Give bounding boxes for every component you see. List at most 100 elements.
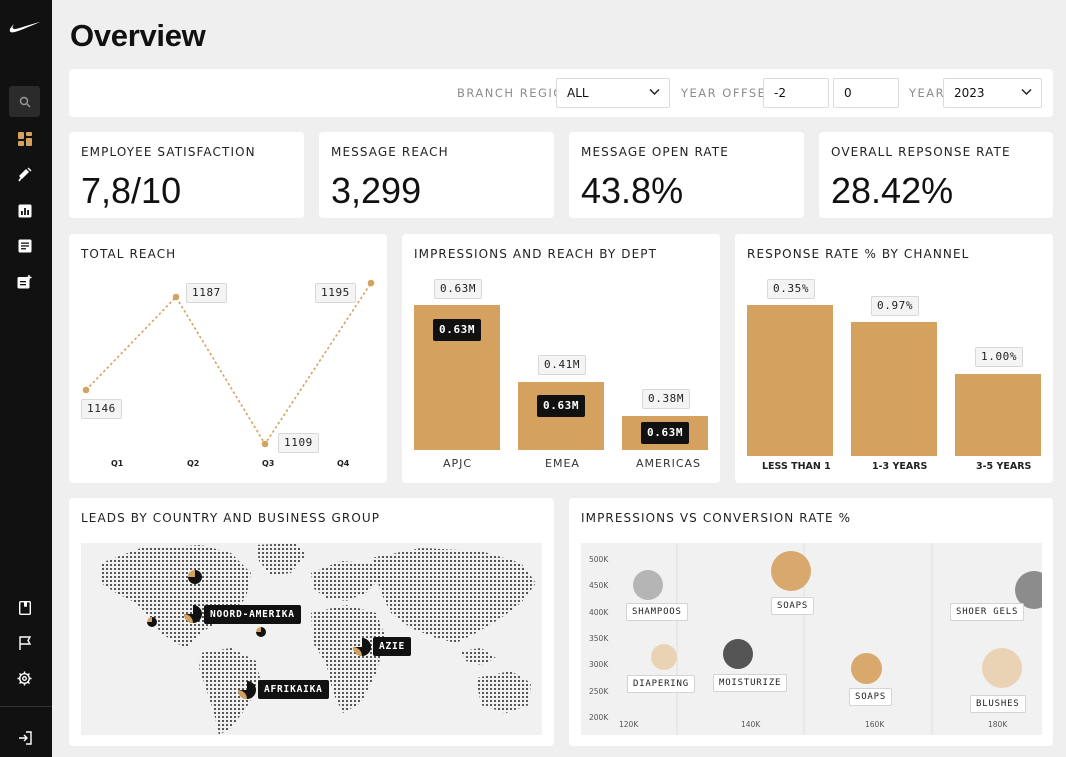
flag-icon[interactable] [9, 627, 40, 658]
bubble[interactable] [651, 644, 677, 670]
bubble-label: SOAPS [771, 597, 815, 615]
dashboard-icon[interactable] [9, 123, 40, 154]
bubble[interactable] [1015, 571, 1042, 609]
kpi-value: 7,8/10 [81, 170, 182, 211]
card-title: TOTAL REACH [81, 247, 177, 261]
bubble[interactable] [771, 551, 811, 591]
y-tick-label: 200K [589, 713, 609, 722]
reach-point [367, 279, 375, 287]
bar-value-label: 0.41M [538, 355, 587, 375]
card-title: IMPRESSIONS AND REACH BY DEPT [414, 247, 658, 261]
x-category-label: AMERICAS [636, 457, 702, 470]
settings-icon[interactable] [9, 663, 40, 694]
sidebar [0, 0, 52, 757]
year-offset-from-value: -2 [774, 86, 786, 100]
year-select[interactable]: 2023 [943, 78, 1042, 108]
pie-marker [353, 638, 371, 656]
branch-region-select[interactable]: ALL [556, 78, 670, 108]
region-label-north-america[interactable]: NOORD-AMERIKA [204, 605, 301, 624]
branch-region-label: BRANCH REGION [457, 86, 574, 100]
bubble[interactable] [633, 570, 663, 600]
point-label: 1109 [278, 433, 319, 453]
chevron-down-icon [1021, 88, 1032, 96]
kpi-label: MESSAGE OPEN RATE [581, 145, 729, 159]
y-tick-label: 250K [589, 687, 609, 696]
analytics-icon[interactable] [9, 195, 40, 226]
page-title: Overview [70, 18, 206, 53]
pie-marker [184, 605, 202, 623]
leads-map-card: LEADS BY COUNTRY AND BUSINESS GROUP [69, 498, 554, 746]
region-label-africa[interactable]: AFRIKAIKA [258, 680, 329, 699]
year-offset-to-value: 0 [844, 86, 852, 100]
point-label: 1146 [81, 399, 122, 419]
bar-inner-label: 0.63M [641, 422, 690, 444]
point-label: 1195 [315, 283, 356, 303]
bubble[interactable] [982, 648, 1022, 688]
kpi-label: MESSAGE REACH [331, 145, 449, 159]
total-reach-line-chart [82, 279, 375, 448]
chevron-down-icon [649, 88, 660, 96]
kpi-card-overall-response-rate: OVERALL REPSONSE RATE 28.42% [819, 132, 1053, 218]
reach-line [85, 282, 372, 446]
pie-marker [188, 570, 202, 584]
bubble-label: MOISTURIZE [713, 674, 788, 692]
new-post-icon[interactable] [9, 266, 40, 297]
campaign-icon[interactable] [9, 159, 40, 190]
x-category-label: 3-5 YEARS [976, 461, 1032, 472]
world-map-dots [101, 543, 536, 735]
kpi-card-message-reach: MESSAGE REACH 3,299 [319, 132, 554, 218]
pie-marker [238, 681, 256, 699]
book-icon[interactable] [9, 592, 40, 623]
branch-region-value: ALL [567, 86, 589, 100]
bar-value-label: 0.38M [642, 389, 691, 409]
impressions-conversion-card: IMPRESSIONS VS CONVERSION RATE % 500K 45… [569, 498, 1053, 746]
card-title: LEADS BY COUNTRY AND BUSINESS GROUP [81, 511, 381, 525]
kpi-label: EMPLOYEE SATISFACTION [81, 145, 256, 159]
kpi-value: 28.42% [831, 170, 954, 211]
year-offset-to-input[interactable]: 0 [833, 78, 899, 108]
search-icon[interactable] [9, 86, 40, 117]
kpi-value: 43.8% [581, 170, 684, 211]
card-title: IMPRESSIONS VS CONVERSION RATE % [581, 511, 852, 525]
x-tick-label: 180K [988, 720, 1008, 729]
x-category-label: APJC [443, 457, 473, 470]
logout-icon[interactable] [9, 722, 40, 753]
y-tick-label: 350K [589, 634, 609, 643]
x-category-label: EMEA [545, 457, 580, 470]
y-tick-label: 500K [589, 555, 609, 564]
world-map: NOORD-AMERIKA AZIE AFRIKAIKA [81, 543, 542, 735]
x-tick-label: 140K [741, 720, 761, 729]
region-label-asia[interactable]: AZIE [373, 637, 412, 656]
total-reach-card: TOTAL REACH 1146 1187 1109 1195 Q1 Q2 Q3… [69, 234, 387, 483]
x-tick-label: Q1 [111, 459, 124, 468]
bar-value-label: 0.35% [767, 279, 816, 299]
reach-point [82, 386, 90, 394]
pie-marker [256, 627, 266, 637]
bubble[interactable] [723, 639, 753, 669]
y-tick-label: 450K [589, 581, 609, 590]
year-value: 2023 [954, 86, 985, 100]
filter-bar: BRANCH REGION ALL YEAR OFFSET -2 0 YEAR … [69, 69, 1053, 117]
bar-inner-label: 0.63M [433, 319, 482, 341]
channel-bar [851, 322, 937, 456]
pie-marker [147, 617, 157, 627]
y-tick-label: 300K [589, 660, 609, 669]
bar-value-label: 0.63M [434, 279, 483, 299]
year-offset-label: YEAR OFFSET [681, 86, 775, 100]
logo-icon[interactable] [8, 12, 42, 43]
x-tick-label: Q4 [337, 459, 350, 468]
channel-bar [955, 374, 1041, 456]
x-category-label: LESS THAN 1 [762, 461, 831, 472]
x-tick-label: Q2 [187, 459, 200, 468]
bar-inner-label: 0.63M [537, 395, 586, 417]
bubble-label: DIAPERING [627, 675, 695, 693]
x-tick-label: 120K [619, 720, 639, 729]
y-tick-label: 400K [589, 608, 609, 617]
reach-point [261, 440, 269, 448]
response-rate-card: RESPONSE RATE % BY CHANNEL 0.35% 0.97% 1… [735, 234, 1053, 483]
kpi-label: OVERALL REPSONSE RATE [831, 145, 1011, 159]
articles-icon[interactable] [9, 230, 40, 261]
bubble-label: SOAPS [849, 688, 893, 706]
year-offset-from-input[interactable]: -2 [763, 78, 829, 108]
bubble[interactable] [851, 653, 882, 684]
